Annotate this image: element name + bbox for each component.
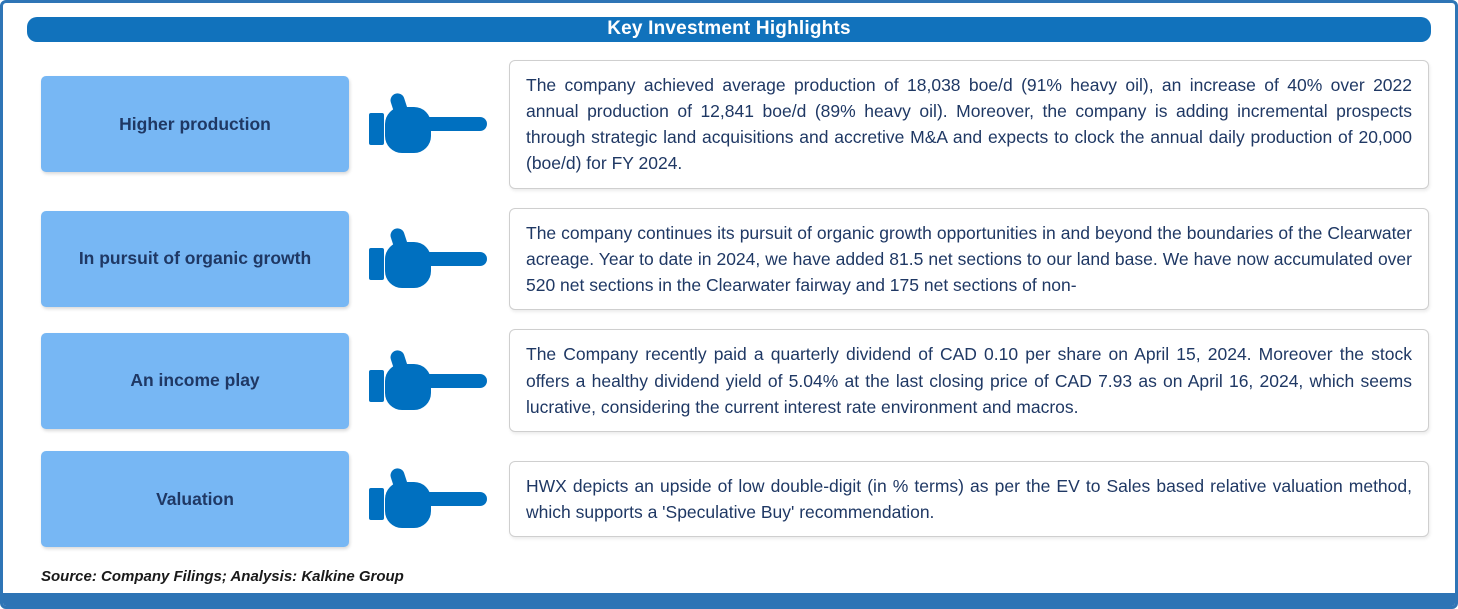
highlight-row: Higher production The company achieved a… bbox=[41, 59, 1429, 189]
highlight-text: The Company recently paid a quarterly di… bbox=[526, 344, 1412, 417]
highlight-text: The company achieved average production … bbox=[526, 74, 1412, 174]
highlight-text-box: The company continues its pursuit of org… bbox=[509, 207, 1429, 311]
bottom-accent-bar bbox=[3, 593, 1455, 606]
highlight-text: The company continues its pursuit of org… bbox=[526, 222, 1412, 296]
pointing-hand-icon bbox=[349, 348, 509, 414]
highlight-label: In pursuit of organic growth bbox=[78, 248, 312, 269]
highlight-label: An income play bbox=[130, 370, 260, 391]
highlight-row: An income play The Company recently paid… bbox=[41, 329, 1429, 432]
figure-title: Key Investment Highlights bbox=[607, 18, 851, 40]
highlight-text: HWX depicts an upside of low double-digi… bbox=[526, 475, 1412, 522]
highlight-label-box: Higher production bbox=[41, 76, 349, 172]
highlight-text-box: HWX depicts an upside of low double-digi… bbox=[509, 460, 1429, 538]
highlight-label-box: In pursuit of organic growth bbox=[41, 210, 349, 307]
pointing-hand-icon bbox=[349, 466, 509, 532]
source-note: Source: Company Filings; Analysis: Kalki… bbox=[41, 568, 404, 585]
highlight-label-box: Valuation bbox=[41, 451, 349, 547]
pointing-hand-icon bbox=[349, 91, 509, 157]
figure-title-bar: Key Investment Highlights bbox=[27, 17, 1431, 42]
highlight-label: Valuation bbox=[156, 488, 234, 509]
highlight-row: In pursuit of organic growth The company… bbox=[41, 207, 1429, 311]
highlight-text-box: The company achieved average production … bbox=[509, 59, 1429, 189]
highlight-label: Higher production bbox=[119, 113, 271, 134]
highlight-row: Valuation HWX depicts an upside of low d… bbox=[41, 451, 1429, 547]
highlight-label-box: An income play bbox=[41, 332, 349, 429]
highlight-text-box: The Company recently paid a quarterly di… bbox=[509, 329, 1429, 432]
highlight-rows: Higher production The company achieved a… bbox=[3, 42, 1455, 567]
pointing-hand-icon bbox=[349, 226, 509, 292]
